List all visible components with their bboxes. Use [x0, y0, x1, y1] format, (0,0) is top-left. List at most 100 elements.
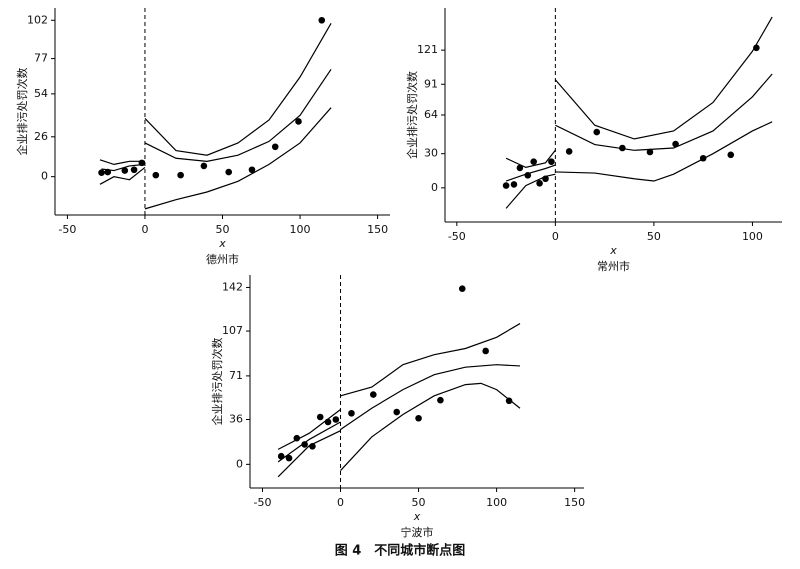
data-point: [505, 397, 513, 405]
fit-line: [99, 159, 145, 166]
fit-line: [277, 409, 341, 450]
data-point: [138, 159, 146, 167]
data-point: [530, 158, 537, 165]
data-point: [369, 391, 377, 398]
fit-line: [555, 73, 773, 151]
data-point: [152, 171, 160, 179]
x-tick-label: 150: [367, 223, 388, 236]
y-tick-label: 26: [34, 130, 48, 143]
data-point: [510, 181, 518, 188]
fit-line: [505, 149, 556, 168]
data-point: [295, 118, 302, 125]
x-tick-label: 0: [552, 230, 559, 243]
x-tick-label: 0: [337, 496, 344, 509]
data-point: [130, 166, 138, 174]
data-point: [536, 179, 543, 187]
y-tick-label: 0: [41, 170, 48, 183]
data-point: [548, 158, 555, 165]
data-point: [277, 452, 285, 460]
data-point: [301, 441, 308, 448]
y-tick-label: 121: [417, 43, 438, 56]
data-point: [316, 413, 324, 421]
y-tick-label: 91: [424, 77, 438, 90]
data-point: [593, 128, 601, 136]
x-tick-label: 100: [290, 223, 311, 236]
data-point: [727, 151, 735, 159]
data-point: [672, 140, 679, 148]
y-tick-label: 0: [431, 181, 438, 194]
data-point: [318, 16, 326, 24]
data-point: [415, 414, 422, 422]
y-tick-label: 0: [236, 457, 243, 470]
y-axis-label: 企业排污处罚次数: [405, 71, 419, 159]
data-point: [437, 396, 444, 404]
x-tick-label: 100: [742, 230, 763, 243]
data-point: [482, 347, 489, 355]
data-point: [271, 143, 279, 151]
data-point: [524, 172, 532, 179]
y-tick-label: 64: [424, 108, 438, 121]
data-point: [753, 44, 760, 52]
fit-line: [277, 430, 341, 478]
fit-line: [505, 164, 556, 182]
x-tick-label: 50: [412, 496, 426, 509]
data-point: [619, 144, 626, 152]
data-point: [393, 408, 401, 416]
data-point: [225, 168, 233, 176]
y-tick-label: 71: [229, 369, 243, 382]
x-tick-label: -50: [254, 496, 272, 509]
x-axis-label: x: [218, 237, 226, 250]
x-tick-label: -50: [448, 230, 466, 243]
fit-line: [144, 107, 332, 210]
fit-line: [340, 364, 521, 430]
data-point: [293, 434, 301, 442]
data-point: [502, 182, 510, 189]
fit-line: [144, 68, 332, 162]
fit-line: [340, 382, 521, 471]
data-point: [348, 409, 355, 417]
y-tick-label: 102: [27, 13, 48, 26]
data-point: [98, 169, 105, 176]
x-axis-label: x: [609, 244, 617, 257]
data-point: [285, 454, 293, 462]
figure-caption: 图 4 不同城市断点图: [335, 543, 466, 559]
data-point: [309, 442, 316, 450]
x-tick-label: 50: [647, 230, 661, 243]
x-axis-label: x: [413, 510, 421, 523]
data-point: [177, 171, 184, 179]
x-tick-label: 150: [564, 496, 585, 509]
fit-line: [555, 121, 773, 182]
data-point: [104, 168, 112, 176]
x-tick-label: 0: [141, 223, 148, 236]
x-tick-label: 100: [486, 496, 507, 509]
data-point: [458, 285, 466, 293]
fit-line: [99, 166, 146, 185]
chart-title: 宁波市: [401, 525, 434, 539]
data-point: [324, 418, 332, 426]
y-axis-label: 企业排污处罚次数: [210, 338, 224, 426]
chart-title: 德州市: [206, 252, 239, 266]
fit-line: [505, 173, 556, 209]
data-point: [516, 164, 524, 172]
chart-title: 常州市: [597, 259, 630, 273]
y-tick-label: 142: [222, 280, 243, 293]
data-point: [699, 154, 707, 162]
x-tick-label: 50: [216, 223, 230, 236]
data-point: [542, 175, 549, 183]
y-tick-label: 107: [222, 324, 243, 337]
data-point: [332, 416, 340, 423]
y-tick-label: 77: [34, 52, 48, 65]
y-tick-label: 36: [229, 412, 243, 425]
fit-line: [554, 16, 773, 140]
data-point: [565, 148, 573, 155]
y-tick-label: 30: [424, 147, 438, 160]
data-point: [200, 162, 208, 170]
data-point: [121, 167, 129, 174]
x-tick-label: -50: [58, 223, 76, 236]
fit-line: [277, 421, 341, 463]
fit-line: [144, 23, 332, 156]
fit-line: [340, 323, 521, 397]
y-tick-label: 54: [34, 87, 48, 100]
data-point: [248, 166, 256, 174]
